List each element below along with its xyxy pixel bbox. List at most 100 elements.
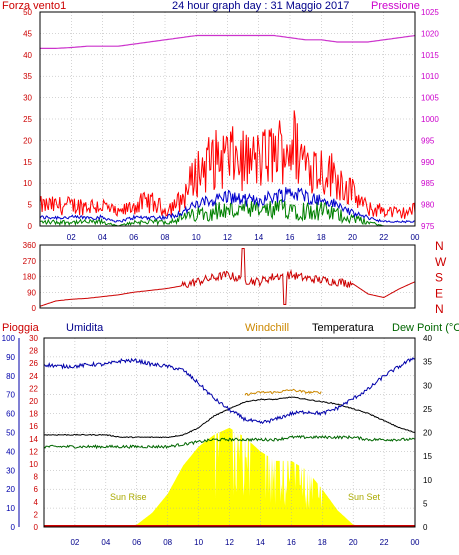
dewpoint-legend: Dew Point (°C	[392, 322, 459, 334]
wind-low-series	[39, 199, 415, 227]
time-tick-label: 00	[411, 538, 420, 547]
windchill-legend: Windchill	[245, 322, 289, 334]
wind-direction-series	[39, 248, 416, 307]
temperature-tick-label: 25	[423, 405, 432, 414]
humidity-tick-label: 50	[6, 429, 15, 438]
rain-tick-label: 28	[29, 347, 38, 356]
rain-tick-label: 4	[34, 498, 39, 507]
humidity-series	[43, 357, 416, 425]
time-tick-label: 10	[194, 538, 203, 547]
time-tick-label: 06	[129, 233, 138, 242]
humidity-tick-label: 80	[6, 372, 15, 381]
humidity-tick-label: 10	[6, 504, 15, 513]
wind-tick-label: 10	[23, 179, 32, 188]
rain-tick-label: 30	[29, 334, 38, 343]
direction-tick-label: 0	[32, 304, 37, 313]
wind-tick-label: 30	[23, 94, 32, 103]
direction-tick-label: 180	[23, 273, 37, 282]
wind-axis-title: Forza vento1	[2, 0, 66, 12]
windchill-series	[244, 388, 322, 397]
rain-tick-label: 26	[29, 359, 38, 368]
wind-gust-series	[39, 110, 416, 219]
temperature-tick-label: 15	[423, 452, 432, 461]
temperature-tick-label: 40	[423, 334, 432, 343]
temperature-tick-label: 10	[423, 476, 432, 485]
wind-tick-label: 15	[23, 158, 32, 167]
rain-tick-label: 12	[29, 447, 38, 456]
pressure-tick-label: 995	[421, 136, 435, 145]
humidity-tick-label: 100	[2, 334, 16, 343]
compass-label: E	[435, 286, 443, 300]
pressure-tick-label: 990	[421, 158, 435, 167]
time-tick-label: 06	[132, 538, 141, 547]
wind-tick-label: 50	[23, 8, 32, 17]
wind-pressure-panel: 5045403530252015105010251020101510101005…	[23, 8, 439, 242]
time-tick-label: 14	[254, 233, 263, 242]
time-tick-label: 02	[67, 233, 76, 242]
time-tick-label: 12	[225, 538, 234, 547]
direction-tick-label: 270	[23, 257, 37, 266]
wind-tick-label: 0	[28, 222, 33, 231]
pressure-tick-label: 1020	[421, 29, 439, 38]
time-tick-label: 00	[411, 233, 420, 242]
rain-tick-label: 2	[34, 510, 39, 519]
sunset-label: Sun Set	[348, 492, 381, 502]
wind-tick-label: 45	[23, 29, 32, 38]
solar-area	[44, 427, 415, 527]
humidity-tick-label: 20	[6, 485, 15, 494]
time-tick-label: 20	[348, 233, 357, 242]
compass-label: W	[435, 255, 447, 269]
plot-frame	[39, 11, 416, 227]
wind-tick-label: 25	[23, 115, 32, 124]
wind-tick-label: 40	[23, 51, 32, 60]
dewpoint-series	[43, 435, 416, 450]
time-tick-label: 22	[380, 538, 389, 547]
time-tick-label: 08	[161, 233, 170, 242]
time-tick-label: 08	[163, 538, 172, 547]
pressure-tick-label: 1000	[421, 115, 439, 124]
pressure-tick-label: 1010	[421, 72, 439, 81]
time-tick-label: 02	[70, 538, 79, 547]
rain-tick-label: 22	[29, 384, 38, 393]
time-tick-label: 16	[287, 538, 296, 547]
pressure-tick-label: 1015	[421, 51, 439, 60]
humidity-tick-label: 30	[6, 466, 15, 475]
temperature-legend: Temperatura	[312, 322, 375, 334]
rain-tick-label: 14	[29, 435, 38, 444]
wind-tick-label: 35	[23, 72, 32, 81]
time-tick-label: 14	[256, 538, 265, 547]
rain-tick-label: 8	[34, 473, 39, 482]
plot-frame	[43, 337, 416, 528]
rain-legend: Pioggia	[2, 322, 40, 334]
pressure-tick-label: 985	[421, 179, 435, 188]
rain-tick-label: 16	[29, 422, 38, 431]
time-tick-label: 16	[286, 233, 295, 242]
temperature-tick-label: 35	[423, 358, 432, 367]
wind-tick-label: 5	[28, 201, 33, 210]
pressure-axis-title: Pressione	[371, 0, 420, 12]
wind-average-series	[39, 187, 416, 224]
temperature-tick-label: 30	[423, 381, 432, 390]
humidity-tick-label: 60	[6, 410, 15, 419]
temperature-tick-label: 0	[423, 523, 428, 532]
time-tick-label: 18	[317, 233, 326, 242]
humidity-tick-label: 0	[11, 523, 16, 532]
compass-label: N	[435, 239, 444, 253]
pressure-tick-label: 975	[421, 222, 435, 231]
sunrise-label: Sun Rise	[110, 492, 147, 502]
rain-tick-label: 24	[29, 372, 38, 381]
temperature-tick-label: 20	[423, 429, 432, 438]
time-tick-label: 18	[318, 538, 327, 547]
pressure-tick-label: 980	[421, 201, 435, 210]
direction-tick-label: 90	[27, 288, 36, 297]
rain-tick-label: 18	[29, 410, 38, 419]
compass-label: S	[435, 271, 443, 285]
humidity-tick-label: 40	[6, 447, 15, 456]
rain-tick-label: 0	[34, 523, 39, 532]
time-tick-label: 04	[98, 233, 107, 242]
humidity-legend: Umidita	[66, 322, 104, 334]
humidity-tick-label: 70	[6, 391, 15, 400]
time-tick-label: 20	[349, 538, 358, 547]
